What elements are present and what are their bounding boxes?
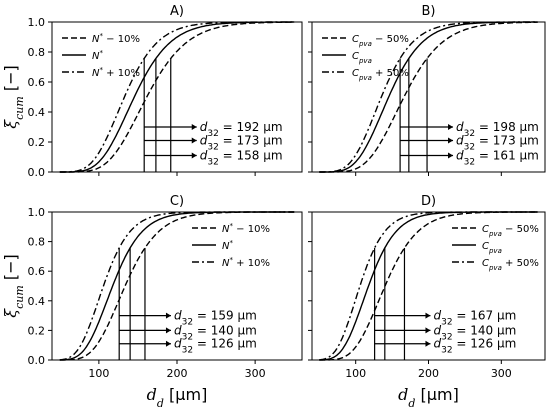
arrow-head — [191, 137, 197, 144]
chart-panel: C) 0.0 0.2 0.4 0.6 0.8 1.0 100 200 300 ξcum [−] dd … — [1, 194, 303, 410]
series-line — [319, 21, 538, 173]
y-tick-label: 0.6 — [28, 76, 46, 89]
x-tick-label: 300 — [491, 367, 512, 380]
series-line — [319, 21, 538, 173]
chart-title: B) — [422, 4, 436, 19]
series-line — [319, 211, 538, 361]
legend-entry: N* − 10% — [222, 222, 270, 235]
x-tick-label: 200 — [167, 367, 188, 380]
arrow-head — [448, 124, 454, 130]
x-tick-label: 300 — [245, 367, 266, 380]
annotation-label: d32 = 198 μm — [456, 120, 539, 139]
y-tick-label: 1.0 — [28, 16, 46, 29]
legend-entry: N* − 10% — [92, 32, 140, 45]
arrow-head — [425, 340, 431, 347]
annotation-label: d32 = 140 μm — [174, 323, 257, 342]
x-tick-label: 100 — [345, 367, 366, 380]
annotation-label: d32 = 161 μm — [456, 149, 539, 168]
y-tick-label: 0.2 — [28, 324, 46, 337]
y-tick-label: 0.6 — [28, 265, 46, 278]
y-tick-label: 0.4 — [28, 106, 46, 119]
arrow-head — [425, 312, 431, 319]
chart-title: A) — [170, 4, 184, 19]
annotation-label: d32 = 173 μm — [200, 134, 283, 153]
arrow-head — [165, 340, 171, 347]
legend-entry: Cpva — [352, 51, 372, 65]
x-axis-label: dd [μm] — [398, 385, 459, 410]
y-tick-label: 1.0 — [28, 206, 46, 219]
legend-entry: Cpva − 50% — [352, 34, 409, 48]
chart-panel: A) 0.0 0.2 0.4 0.6 0.8 1.0 ξcum [−] d32 = 192 μm… — [1, 4, 303, 179]
arrow-head — [425, 327, 431, 334]
series-line — [59, 211, 295, 361]
arrow-head — [448, 152, 454, 159]
x-tick-label: 100 — [88, 367, 109, 380]
legend-entry: Cpva − 50% — [482, 224, 539, 238]
arrow-head — [191, 152, 197, 159]
y-tick-label: 0.0 — [28, 166, 46, 179]
legend-entry: N* — [222, 239, 233, 252]
legend-entry: Cpva — [482, 241, 502, 255]
legend-entry: N* + 10% — [222, 256, 270, 269]
y-axis-label: ξcum [−] — [1, 254, 26, 317]
annotation-label: d32 = 140 μm — [433, 323, 516, 342]
annotation-label: d32 = 126 μm — [174, 337, 257, 356]
chart-title: C) — [170, 194, 184, 209]
annotation-label: d32 = 126 μm — [433, 337, 516, 356]
x-axis-label: dd [μm] — [147, 385, 208, 410]
x-tick-label: 200 — [418, 367, 439, 380]
chart-title: D) — [421, 194, 436, 209]
y-axis-label: ξcum [−] — [1, 65, 26, 128]
arrow-head — [448, 137, 454, 144]
arrow-head — [165, 312, 171, 319]
arrow-head — [165, 327, 171, 334]
y-tick-label: 0.8 — [28, 46, 46, 59]
arrow-head — [191, 124, 197, 130]
series-line — [319, 211, 538, 361]
annotation-label: d32 = 167 μm — [433, 309, 516, 328]
legend-entry: N* + 10% — [92, 66, 140, 79]
annotation-label: d32 = 158 μm — [200, 149, 283, 168]
legend-entry: Cpva + 50% — [482, 258, 539, 272]
y-tick-label: 0.0 — [28, 354, 46, 367]
legend-entry: Cpva + 50% — [352, 68, 409, 82]
annotation-label: d32 = 159 μm — [174, 309, 257, 328]
y-tick-label: 0.8 — [28, 236, 46, 249]
legend-entry: N* — [92, 49, 103, 62]
series-line — [59, 21, 295, 173]
y-tick-label: 0.2 — [28, 136, 46, 149]
annotation-label: d32 = 173 μm — [456, 134, 539, 153]
y-tick-label: 0.4 — [28, 295, 46, 308]
annotation-label: d32 = 192 μm — [200, 120, 283, 139]
